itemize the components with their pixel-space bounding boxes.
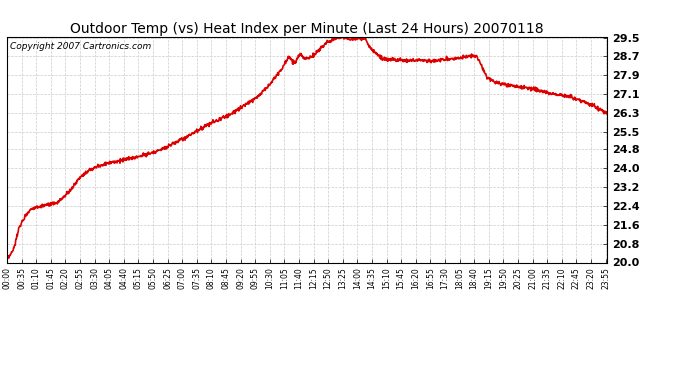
- Title: Outdoor Temp (vs) Heat Index per Minute (Last 24 Hours) 20070118: Outdoor Temp (vs) Heat Index per Minute …: [70, 22, 544, 36]
- Text: Copyright 2007 Cartronics.com: Copyright 2007 Cartronics.com: [10, 42, 151, 51]
